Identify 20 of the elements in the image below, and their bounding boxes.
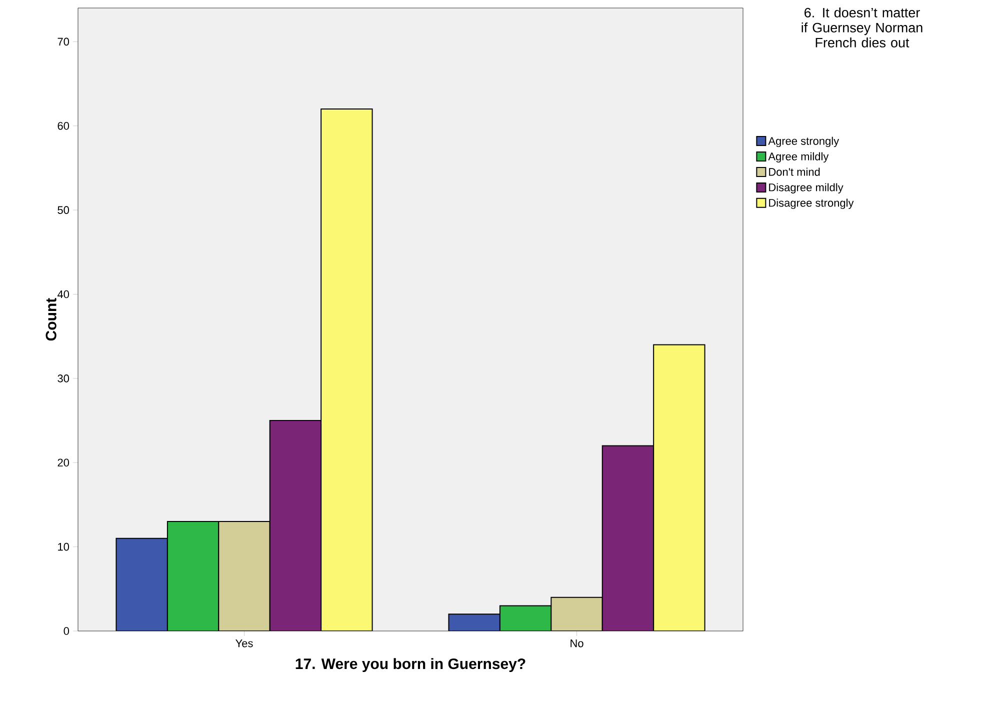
y-tick-label: 0 <box>64 627 70 635</box>
bar <box>448 614 500 631</box>
legend-title: 6. It doesn’t matter if Guernsey Norman French dies out <box>802 8 922 48</box>
legend-label: Disagree strongly <box>769 198 854 209</box>
legend-label: Agree strongly <box>768 136 840 148</box>
y-tick-label: 20 <box>58 458 70 467</box>
y-tick-label: 60 <box>58 122 70 130</box>
legend-label: Disagree mildly <box>769 183 844 194</box>
x-axis-title: 17. Were you born in Guernsey? <box>296 658 526 672</box>
x-tick-label: Yes <box>236 640 253 648</box>
y-tick-label: 70 <box>58 38 70 46</box>
y-tick-label: 40 <box>57 290 70 298</box>
y-tick-label: 10 <box>58 542 70 551</box>
y-axis-title: Count <box>46 298 56 341</box>
bar <box>116 538 168 631</box>
y-tick-label: 30 <box>58 374 70 382</box>
x-tick-label: No <box>570 640 584 648</box>
y-tick-label: 50 <box>58 206 70 214</box>
legend-label: Agree mildly <box>768 152 829 163</box>
legend-label: Don't mind <box>769 168 820 176</box>
